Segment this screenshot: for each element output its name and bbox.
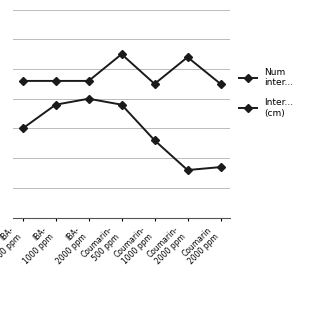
Line: Inter...
(cm): Inter... (cm): [20, 96, 223, 173]
Inter...
(cm): [54, 103, 58, 107]
Inter...
(cm): [153, 139, 156, 142]
Num
inter...: [186, 55, 189, 59]
Num
inter...: [54, 79, 58, 83]
Num
inter...: [120, 52, 124, 56]
Inter...
(cm): [219, 165, 222, 169]
Inter...
(cm): [120, 103, 124, 107]
Inter...
(cm): [87, 97, 91, 101]
Num
inter...: [219, 82, 222, 86]
Legend: Num
inter..., Inter...
(cm): Num inter..., Inter... (cm): [237, 66, 295, 119]
Num
inter...: [87, 79, 91, 83]
Line: Num
inter...: Num inter...: [20, 52, 223, 87]
Inter...
(cm): [186, 168, 189, 172]
Inter...
(cm): [21, 126, 25, 130]
Num
inter...: [21, 79, 25, 83]
Num
inter...: [153, 82, 156, 86]
